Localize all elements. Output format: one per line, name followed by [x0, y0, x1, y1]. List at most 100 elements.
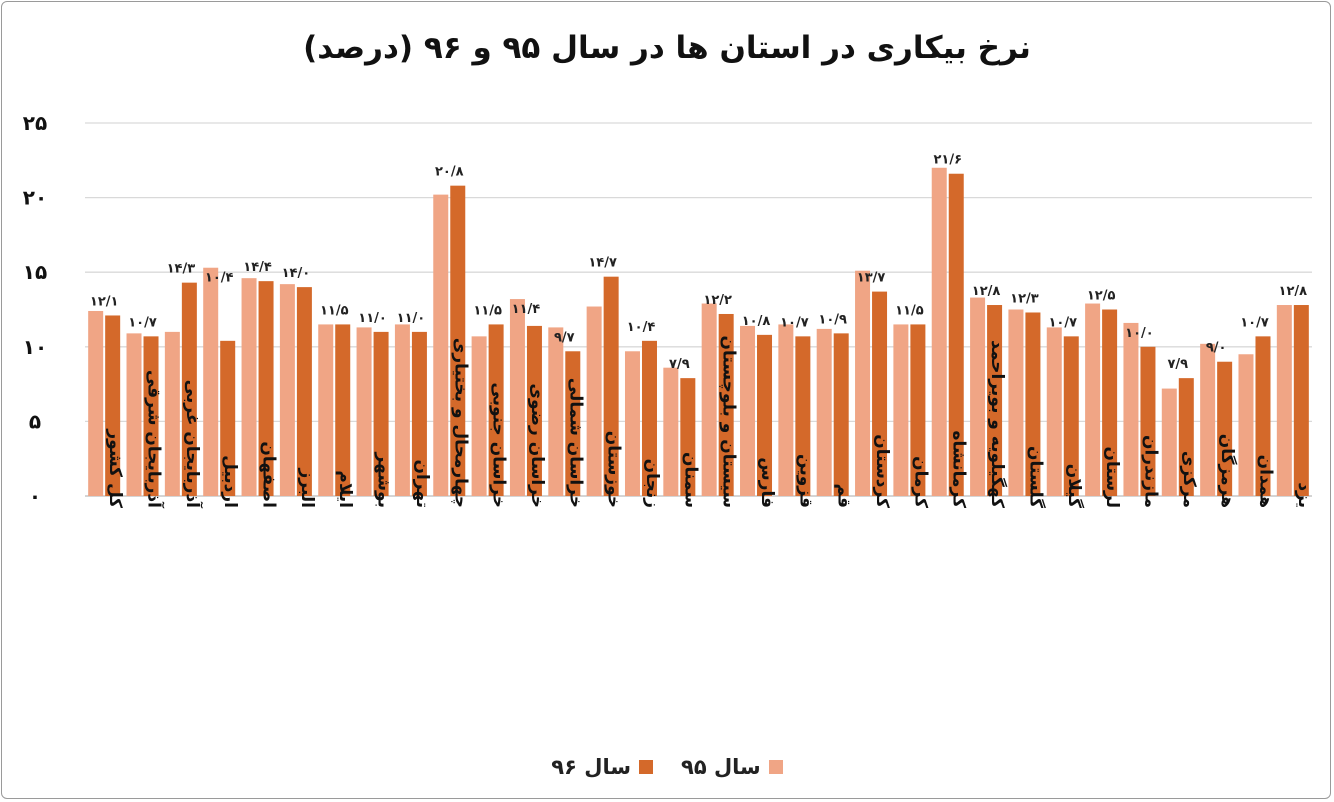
data-label: ۱۱/۰: [358, 311, 387, 326]
data-label: ۱۲/۳: [1010, 291, 1039, 306]
chart-title: نرخ بیکاری در استان ها در سال ۹۵ و ۹۶ (د…: [303, 30, 1031, 66]
data-label: ۱۴/۰: [282, 266, 311, 281]
data-label: ۱۰/۷: [128, 315, 157, 330]
data-label: ۱۰/۹: [818, 312, 847, 327]
bar-96: [335, 324, 351, 496]
category-label: یزد: [1294, 482, 1314, 508]
y-tick-label: ۲۵: [23, 111, 47, 135]
bar-96: [641, 340, 657, 496]
bar-95: [893, 324, 909, 496]
y-tick-label: ۰: [29, 484, 41, 508]
bar-95: [663, 367, 679, 496]
bar-95: [548, 327, 564, 496]
bar-96: [1255, 336, 1271, 496]
bar-96: [1102, 309, 1118, 496]
bar-95: [471, 336, 487, 496]
category-label: کرمانشاه: [949, 431, 969, 509]
bar-96: [258, 281, 274, 496]
bar-96: [603, 276, 619, 496]
data-label: ۱۰/۷: [1048, 315, 1077, 330]
bar-95: [356, 327, 372, 496]
bar-96: [718, 313, 734, 496]
bar-95: [1123, 322, 1139, 496]
bar-96: [795, 336, 811, 496]
data-label: ۱۰/۷: [780, 315, 809, 330]
legend: سال ۹۵ سال ۹۶: [0, 755, 1334, 779]
bar-95: [1238, 354, 1254, 496]
bar-95: [509, 299, 525, 496]
bar-95: [88, 310, 104, 496]
data-label: ۱۱/۰: [397, 311, 426, 326]
data-label: ۱۰/۴: [205, 271, 234, 286]
data-label: ۱۲/۱: [90, 294, 119, 309]
category-label: مازندران: [1140, 435, 1160, 508]
data-label: ۹/۷: [554, 330, 575, 345]
category-label: ایلام: [335, 470, 355, 508]
category-label: قزوین: [795, 454, 815, 508]
bar-95: [318, 324, 334, 496]
category-label: کردستان: [872, 434, 892, 508]
bar-95: [855, 270, 871, 496]
bar-95: [433, 194, 449, 496]
category-label: خراسان شمالی: [565, 378, 585, 508]
y-tick-label: ۱۵: [23, 260, 47, 284]
data-label: ۱۲/۸: [972, 284, 1001, 299]
bar-95: [1085, 303, 1101, 496]
bar-96: [220, 340, 236, 496]
y-tick-label: ۲۰: [23, 186, 47, 210]
bar-95: [931, 167, 947, 496]
bar-95: [816, 328, 832, 496]
bar-96: [833, 333, 849, 496]
bar-96: [488, 324, 504, 496]
bar-95: [1008, 309, 1024, 496]
bar-96: [105, 315, 121, 496]
legend-item-96: سال ۹۶: [551, 755, 653, 779]
category-label: زنجان: [642, 459, 662, 508]
category-label: هرمزگان: [1217, 434, 1238, 508]
bar-96: [411, 331, 427, 496]
category-label: اردبیل: [220, 455, 240, 508]
bar-95: [1161, 388, 1177, 496]
data-label: ۱۰/۷: [1240, 315, 1269, 330]
bar-96: [680, 378, 696, 496]
category-label: گلستان: [1025, 446, 1046, 508]
category-label: خوزستان: [604, 431, 624, 508]
bar-95: [586, 306, 602, 496]
data-label: ۱۱/۵: [895, 303, 924, 318]
bar-96: [565, 351, 581, 496]
category-label: مرکزی: [1179, 451, 1199, 508]
data-label: ۱۴/۳: [167, 262, 196, 277]
category-label: فارس: [757, 457, 777, 508]
legend-swatch-96: [639, 760, 653, 774]
category-label: آذربایجان غربی: [182, 380, 204, 509]
legend-swatch-95: [768, 760, 783, 774]
data-label: ۱۲/۸: [1279, 284, 1308, 299]
bar-96: [872, 291, 888, 496]
data-label: ۷/۹: [669, 357, 690, 372]
bar-96: [181, 282, 197, 496]
y-tick-label: ۵: [29, 409, 41, 433]
data-label: ۱۲/۲: [703, 293, 732, 308]
legend-label-95: سال ۹۵: [681, 755, 761, 779]
data-label: ۱۲/۵: [1087, 289, 1116, 304]
category-label: لرستان: [1102, 446, 1122, 508]
bar-96: [1140, 346, 1156, 496]
bar-96: [450, 185, 466, 496]
category-label: قم: [834, 484, 854, 508]
category-label: همدان: [1255, 455, 1275, 508]
data-label: ۱۱/۵: [473, 303, 502, 318]
bar-95: [279, 284, 295, 496]
y-tick-label: ۱۰: [23, 335, 47, 359]
bar-95: [740, 325, 756, 496]
category-label: کل کشور: [105, 428, 125, 508]
data-label: ۱۳/۷: [857, 271, 886, 286]
data-label: ۷/۹: [1167, 357, 1188, 372]
data-label: ۱۰/۸: [742, 314, 771, 329]
bar-95: [164, 331, 180, 496]
category-label: آذربایجان شرقی: [144, 370, 166, 509]
bar-95: [203, 267, 219, 496]
bar-96: [1063, 336, 1079, 496]
category-label: بوشهر: [374, 451, 394, 508]
